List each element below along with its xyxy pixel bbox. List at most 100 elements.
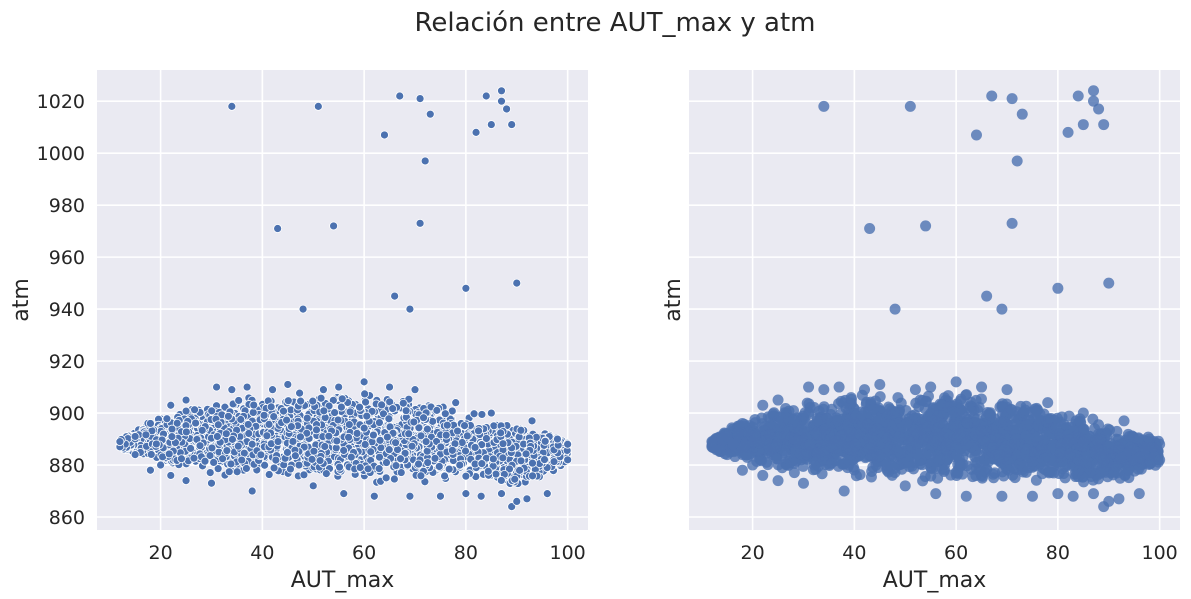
cluster-point bbox=[363, 464, 373, 474]
cluster-point bbox=[934, 453, 946, 465]
cluster-point bbox=[382, 432, 392, 442]
cluster-edge-point bbox=[1001, 384, 1013, 396]
cluster-edge-point bbox=[1154, 454, 1166, 466]
cluster-point bbox=[1079, 434, 1091, 446]
cluster-point bbox=[151, 439, 161, 449]
cluster-point bbox=[1007, 469, 1019, 481]
cluster-edge-point bbox=[334, 382, 344, 392]
cluster-edge-point bbox=[930, 488, 942, 500]
cluster-edge-point bbox=[436, 491, 445, 501]
y-tick-label: 940 bbox=[49, 299, 85, 321]
cluster-point bbox=[205, 468, 215, 477]
x-tick-label: 60 bbox=[352, 542, 376, 564]
cluster-point bbox=[780, 412, 792, 424]
cluster-point bbox=[848, 412, 860, 424]
cluster-point bbox=[881, 462, 893, 474]
outlier-point bbox=[1006, 217, 1018, 229]
cluster-point bbox=[845, 392, 857, 404]
cluster-edge-point bbox=[721, 449, 733, 461]
cluster-edge-point bbox=[747, 459, 759, 471]
x-axis-label: AUT_max bbox=[291, 568, 395, 593]
cluster-point bbox=[172, 418, 182, 428]
x-tick-label: 40 bbox=[842, 542, 866, 564]
cluster-point bbox=[854, 469, 866, 481]
cluster-point bbox=[810, 428, 822, 440]
cluster-point bbox=[381, 473, 391, 483]
cluster-point bbox=[975, 393, 987, 405]
outlier-point bbox=[227, 101, 237, 111]
cluster-point bbox=[922, 390, 934, 402]
cluster-point bbox=[528, 471, 537, 481]
cluster-point bbox=[207, 443, 217, 453]
cluster-point bbox=[189, 453, 199, 463]
outlier-point bbox=[981, 290, 993, 302]
cluster-edge-point bbox=[476, 491, 486, 501]
cluster-point bbox=[992, 432, 1004, 444]
cluster-point bbox=[861, 418, 873, 430]
cluster-point bbox=[1102, 423, 1114, 435]
cluster-edge-point bbox=[207, 478, 216, 488]
cluster-point bbox=[360, 440, 370, 449]
outlier-point bbox=[1103, 277, 1115, 289]
cluster-edge-point bbox=[818, 384, 830, 396]
cluster-point bbox=[377, 400, 387, 410]
cluster-point bbox=[505, 464, 514, 474]
outlier-point bbox=[405, 304, 415, 314]
y-tick-label: 980 bbox=[49, 195, 85, 217]
cluster-point bbox=[741, 425, 753, 437]
y-tick-label: 900 bbox=[49, 403, 85, 425]
cluster-point bbox=[396, 454, 405, 464]
cluster-edge-point bbox=[283, 380, 293, 389]
cluster-point bbox=[1027, 456, 1039, 468]
cluster-edge-point bbox=[950, 376, 962, 388]
cluster-edge-point bbox=[522, 494, 532, 504]
cluster-point bbox=[312, 425, 321, 435]
cluster-point bbox=[863, 442, 875, 454]
cluster-point bbox=[213, 420, 223, 430]
cluster-point bbox=[308, 396, 318, 406]
cluster-point bbox=[874, 391, 886, 403]
cluster-point bbox=[455, 460, 465, 470]
cluster-edge-point bbox=[757, 399, 769, 411]
cluster-point bbox=[409, 417, 419, 427]
cluster-point bbox=[1020, 419, 1032, 431]
cluster-point bbox=[369, 430, 378, 440]
cluster-edge-point bbox=[1026, 490, 1038, 502]
cluster-point bbox=[336, 402, 346, 412]
cluster-point bbox=[732, 426, 744, 438]
outlier-point bbox=[889, 303, 901, 315]
cluster-point bbox=[942, 401, 954, 413]
cluster-point bbox=[247, 439, 257, 449]
outlier-point bbox=[380, 130, 389, 140]
outlier-point bbox=[1016, 108, 1028, 120]
cluster-point bbox=[407, 441, 417, 451]
x-tick-label: 60 bbox=[944, 542, 968, 564]
cluster-edge-point bbox=[319, 385, 328, 395]
cluster-point bbox=[420, 477, 430, 487]
cluster-point bbox=[444, 464, 454, 474]
cluster-point bbox=[727, 438, 739, 450]
cluster-point bbox=[955, 460, 967, 472]
cluster-point bbox=[453, 426, 462, 436]
cluster-point bbox=[469, 409, 479, 419]
cluster-point bbox=[799, 407, 811, 419]
cluster-point bbox=[447, 445, 457, 455]
cluster-edge-point bbox=[242, 382, 252, 392]
cluster-point bbox=[871, 423, 883, 435]
cluster-point bbox=[237, 455, 247, 465]
cluster-point bbox=[419, 413, 428, 423]
x-tick-label: 100 bbox=[550, 542, 586, 564]
cluster-point bbox=[881, 432, 893, 444]
cluster-point bbox=[283, 396, 293, 406]
cluster-point bbox=[942, 390, 954, 402]
cluster-edge-point bbox=[976, 381, 988, 393]
cluster-point bbox=[461, 471, 471, 481]
cluster-point bbox=[388, 404, 398, 414]
outlier-point bbox=[420, 156, 430, 166]
cluster-point bbox=[389, 474, 399, 484]
cluster-point bbox=[791, 435, 803, 447]
cluster-point bbox=[259, 410, 269, 420]
outlier-point bbox=[986, 90, 998, 102]
cluster-point bbox=[483, 466, 493, 476]
